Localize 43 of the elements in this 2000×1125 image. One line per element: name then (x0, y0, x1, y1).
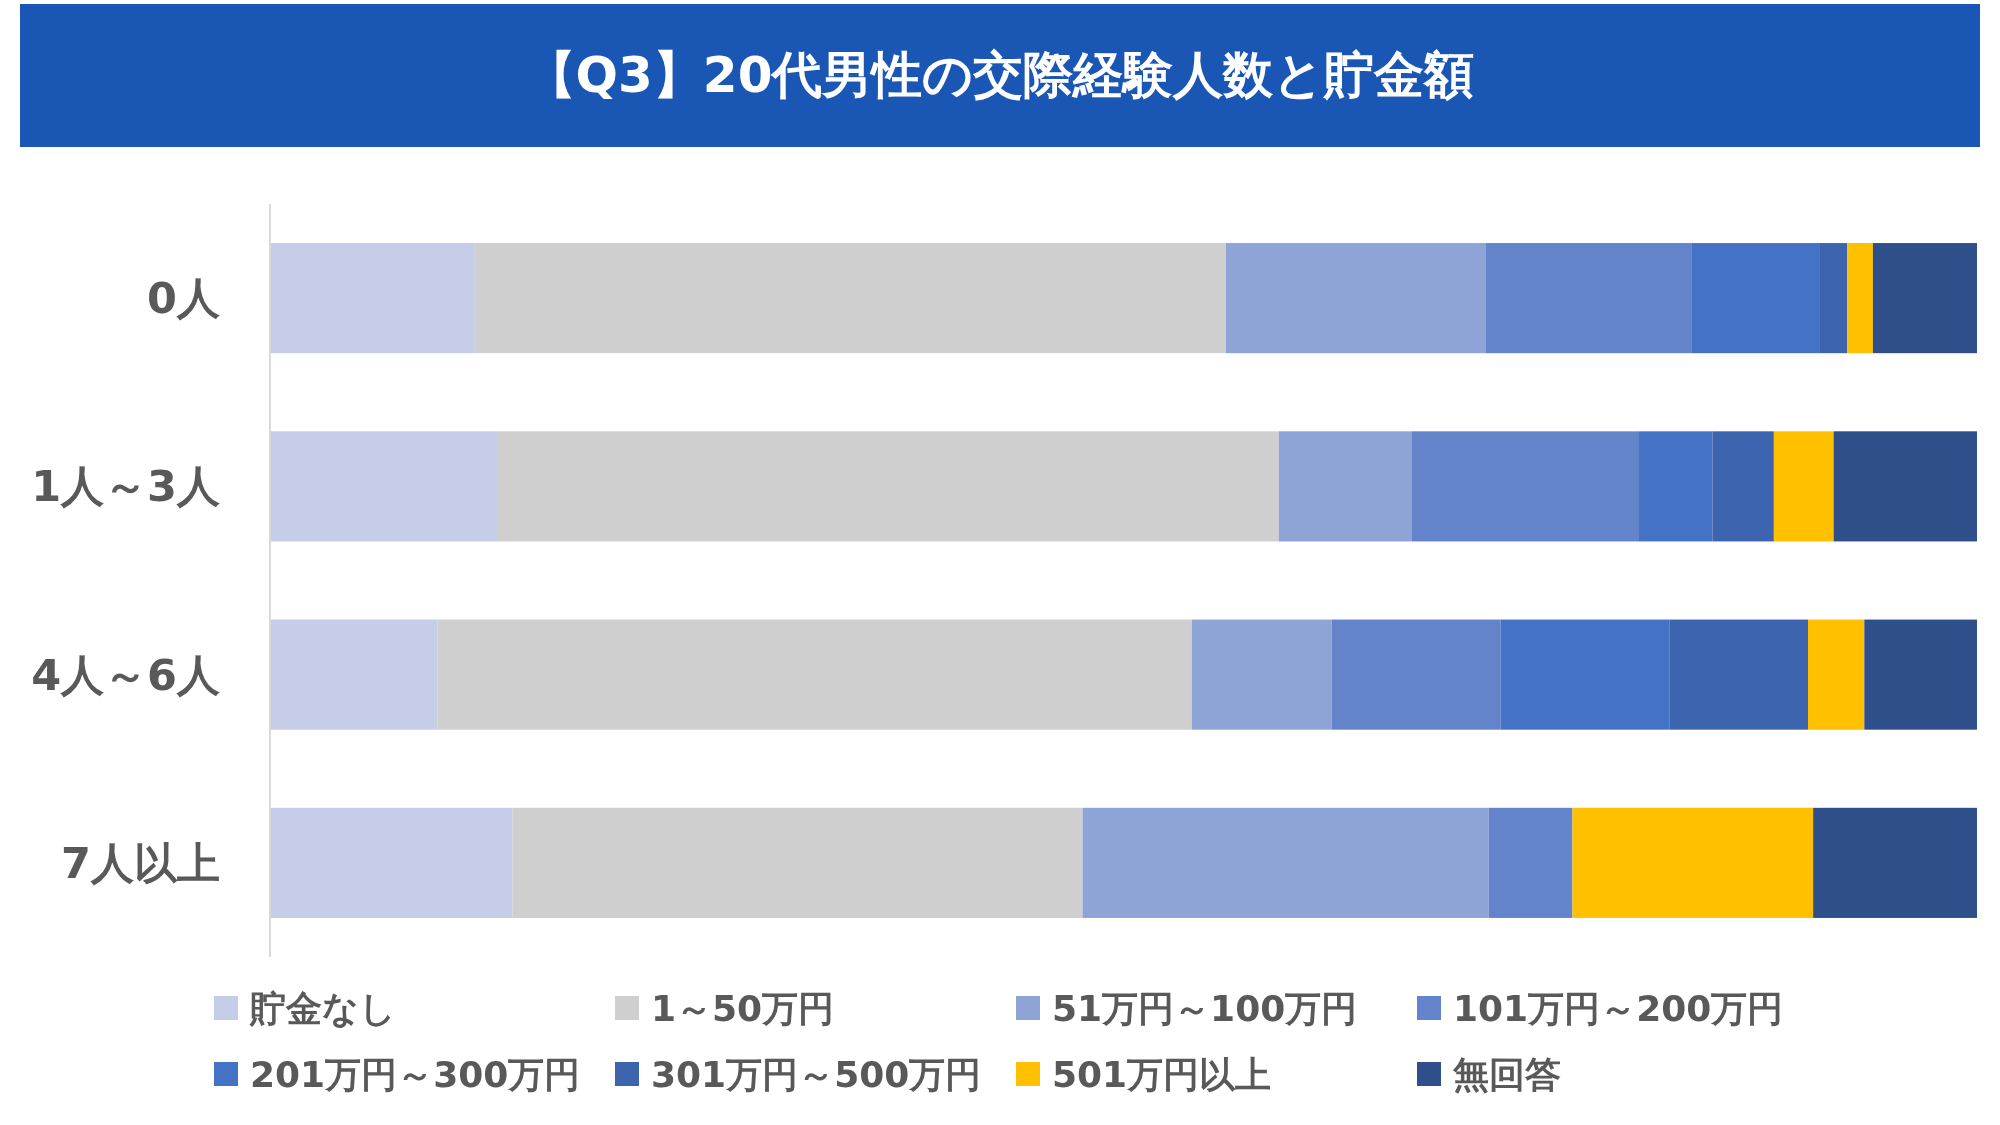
bar (270, 243, 475, 354)
bar (1639, 431, 1713, 542)
bar (270, 431, 498, 542)
bar (270, 619, 438, 730)
legend-label: 201万円～300万円 (250, 1054, 581, 1095)
bar (1691, 243, 1820, 354)
legend-label: 101万円～200万円 (1453, 988, 1784, 1029)
legend-label: 501万円以上 (1052, 1054, 1272, 1095)
bar (1872, 243, 1977, 354)
bar (1847, 243, 1873, 354)
bar (474, 243, 1226, 354)
bar (1808, 619, 1865, 730)
y-tick-label: 4人～6人 (31, 649, 220, 700)
bar (1488, 807, 1573, 918)
bar (1669, 619, 1809, 730)
bar (1833, 431, 1977, 542)
bar (1813, 807, 1977, 918)
bar (512, 807, 1083, 918)
bar (1864, 619, 1977, 730)
bar (1331, 619, 1501, 730)
bar (270, 807, 513, 918)
bar (1500, 619, 1670, 730)
bar (497, 431, 1279, 542)
legend-label: 301万円～500万円 (651, 1054, 982, 1095)
legend-label: 無回答 (1452, 1054, 1561, 1095)
bar (1082, 807, 1489, 918)
y-tick-label: 0人 (147, 273, 220, 324)
bar (1773, 431, 1834, 542)
legend-label: 51万円～100万円 (1052, 988, 1358, 1029)
bar (437, 619, 1192, 730)
bar (1712, 431, 1774, 542)
y-tick-label: 1人～3人 (31, 461, 220, 512)
legend-label: 貯金なし (249, 988, 396, 1029)
legend-label: 1～50万円 (651, 988, 835, 1029)
bar (1411, 431, 1640, 542)
y-tick-label: 7人以上 (61, 837, 220, 888)
chart-title: 【Q3】20代男性の交際経験人数と貯金額 (525, 46, 1475, 104)
bar (1819, 243, 1848, 354)
bar (1572, 807, 1814, 918)
bar (1278, 431, 1412, 542)
bar (1225, 243, 1486, 354)
bar (1191, 619, 1332, 730)
bar (1485, 243, 1692, 354)
